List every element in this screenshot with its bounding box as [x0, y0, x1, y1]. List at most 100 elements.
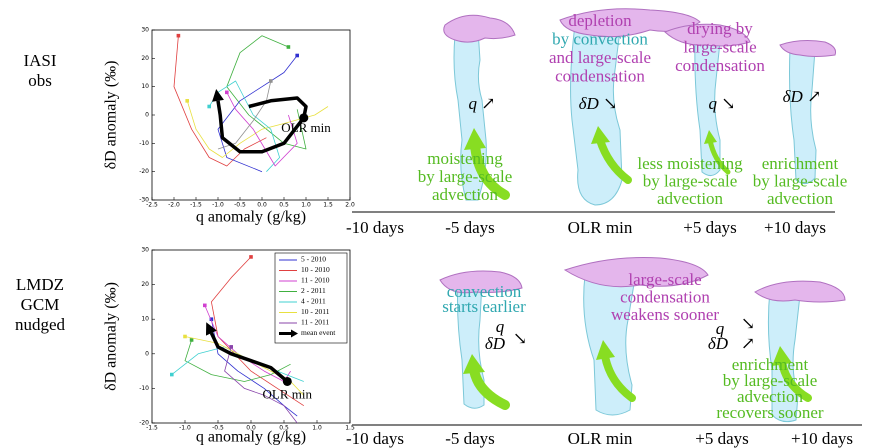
row-label: nudged [15, 315, 66, 334]
x-tick-label: 1.0 [301, 202, 311, 209]
timeline-label: -10 days [346, 218, 404, 237]
note-line: by large-scale [753, 171, 848, 190]
x-tick-label: 0.5 [279, 202, 289, 209]
symbol: q ↗ [469, 94, 496, 113]
timeline-label: -5 days [445, 218, 495, 237]
start-marker [295, 54, 299, 58]
start-marker [249, 255, 253, 259]
legend-label: mean event [301, 328, 336, 337]
note-line: condensation [620, 287, 710, 306]
legend-label: 11 - 2011 [301, 318, 329, 327]
y-tick-label: 30 [141, 247, 149, 254]
x-tick-label: -1.5 [190, 202, 202, 209]
y-axis-label: δD anomaly (‰) [103, 61, 120, 170]
y-tick-label: 0 [145, 350, 149, 357]
row-label: IASI [23, 51, 56, 70]
start-marker [269, 79, 273, 83]
y-axis-label: δD anomaly (‰) [103, 282, 120, 391]
x-tick-label: 1.0 [312, 425, 322, 432]
y-tick-label: -20 [139, 168, 149, 175]
start-marker [225, 91, 229, 95]
symbol: δD ↘ [579, 94, 618, 113]
symbol: δD [485, 334, 506, 353]
y-tick-label: -10 [139, 385, 149, 392]
note-line: condensation [675, 56, 765, 75]
x-tick-label: 1.5 [323, 202, 333, 209]
annotation: OLR min [263, 386, 313, 401]
series-line [185, 340, 291, 382]
y-tick-label: 20 [141, 55, 149, 62]
start-marker [287, 45, 291, 49]
timeline-label: -5 days [445, 429, 495, 448]
annotation: OLR min [281, 120, 331, 135]
x-tick-label: -2.0 [168, 202, 180, 209]
x-tick-label: -1.0 [179, 425, 191, 432]
y-tick-label: -30 [139, 197, 149, 204]
note-line: less moistening [637, 154, 743, 173]
symbol: q ↘ [709, 94, 736, 113]
timeline-label: -10 days [346, 429, 404, 448]
note-line: recovers sooner [716, 403, 823, 422]
start-marker [190, 338, 194, 342]
x-tick-label: -0.5 [234, 202, 246, 209]
timeline-label: +5 days [683, 218, 737, 237]
timeline-label: OLR min [568, 429, 633, 448]
legend-label: 11 - 2010 [301, 276, 330, 285]
symbol: ↘ [513, 329, 527, 348]
timeline-label: +10 days [791, 429, 853, 448]
x-tick-label: -1.0 [212, 202, 224, 209]
plot-frame [152, 30, 350, 200]
x-axis-label: q anomaly (g/kg) [196, 209, 306, 226]
note-line: and large-scale [549, 48, 651, 67]
timeline-label: OLR min [568, 218, 633, 237]
note-line: starts earlier [442, 297, 526, 316]
note-line: condensation [555, 66, 645, 85]
note-line: large-scale [683, 37, 756, 56]
y-tick-label: -10 [139, 140, 149, 147]
symbol: δD ↗ [783, 87, 822, 106]
y-tick-label: 20 [141, 281, 149, 288]
legend-label: 10 - 2011 [301, 307, 330, 316]
timeline-label: +5 days [695, 429, 749, 448]
note-line: advection [657, 189, 724, 208]
row-label: LMDZ [16, 275, 64, 294]
start-marker [229, 345, 233, 349]
symbol: δD [708, 334, 729, 353]
note-line: advection [767, 189, 834, 208]
x-tick-label: 2.0 [345, 202, 355, 209]
legend-label: 5 - 2010 [301, 255, 326, 264]
y-tick-label: -20 [139, 420, 149, 427]
note-line: moistening [427, 149, 503, 168]
x-tick-label: 0.0 [257, 202, 267, 209]
start-marker [183, 335, 187, 339]
row-label: obs [28, 71, 52, 90]
note-line: enrichment [762, 154, 839, 173]
note-line: advection [432, 185, 499, 204]
start-marker [207, 105, 211, 109]
start-marker [203, 304, 207, 308]
note-line: weakens sooner [611, 305, 719, 324]
timeline-label: +10 days [764, 218, 826, 237]
legend-label: 2 - 2011 [301, 286, 326, 295]
row-label: GCM [21, 295, 60, 314]
note-line: large-scale [628, 270, 701, 289]
highlight-point [283, 377, 292, 386]
note-line: by large-scale [643, 171, 738, 190]
start-marker [177, 34, 181, 38]
y-tick-label: 10 [141, 83, 149, 90]
start-marker [185, 99, 189, 103]
start-marker [170, 373, 174, 377]
figure: IASIobsLMDZGCMnudged-2.5-2.0-1.5-1.0-0.5… [0, 0, 872, 448]
x-axis-label: q anomaly (g/kg) [196, 429, 306, 446]
note-line: by convection [552, 29, 648, 48]
y-tick-label: 0 [145, 112, 149, 119]
legend-label: 4 - 2011 [301, 297, 326, 306]
note-line: drying by [687, 19, 753, 38]
note-line: by large-scale [418, 167, 513, 186]
legend-label: 10 - 2010 [301, 265, 330, 274]
symbol: ↘ [741, 314, 755, 333]
note-line: depletion [568, 11, 632, 30]
y-tick-label: 10 [141, 316, 149, 323]
symbol: ↗ [741, 334, 755, 353]
y-tick-label: 30 [141, 27, 149, 34]
